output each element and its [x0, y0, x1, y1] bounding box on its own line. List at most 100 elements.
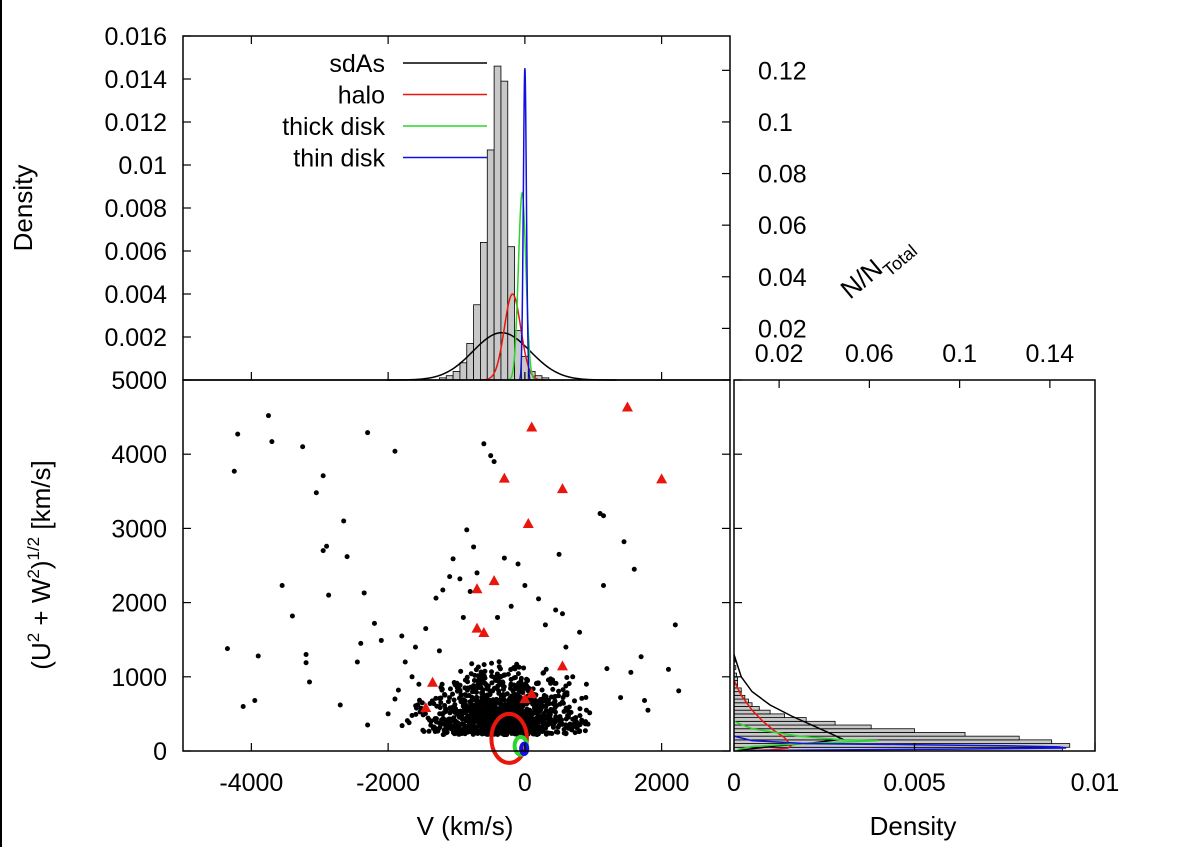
sda-point — [529, 723, 535, 729]
sda-point — [528, 715, 534, 721]
top-curve-thick-disk — [507, 191, 538, 381]
sda-point — [512, 666, 518, 672]
sda-point — [563, 731, 569, 737]
sda-point — [406, 720, 412, 726]
sda-point — [515, 720, 521, 726]
sda-point — [572, 698, 578, 704]
sda-point — [631, 566, 637, 572]
top-histogram-bars — [439, 65, 550, 381]
ellipse-halo — [489, 711, 529, 765]
sda-point — [522, 583, 528, 589]
sda-point — [495, 614, 501, 620]
sda-point — [485, 686, 491, 692]
sda-point — [450, 556, 456, 562]
sda-point — [476, 701, 482, 707]
halo-triangle — [621, 401, 633, 412]
sda-point — [471, 683, 477, 689]
sda-point — [472, 688, 478, 694]
sda-point — [499, 720, 505, 726]
sda-point — [531, 710, 537, 716]
sda-point — [415, 702, 421, 708]
sda-point — [508, 681, 514, 687]
right-top-tick-label: 0.1 — [942, 340, 977, 368]
sda-point — [482, 668, 488, 674]
sda-point — [468, 701, 474, 707]
sda-point — [289, 613, 295, 619]
sda-point — [442, 702, 448, 708]
sda-point — [464, 693, 470, 699]
sda-point — [553, 714, 559, 720]
sda-point — [399, 633, 405, 639]
legend-label-halo: halo — [338, 82, 385, 110]
sda-point — [566, 681, 572, 687]
sda-point — [482, 695, 488, 701]
sda-point — [475, 730, 481, 736]
sda-point — [471, 544, 477, 550]
legend-label-thick-disk: thick disk — [282, 113, 385, 141]
sda-point — [525, 678, 531, 684]
sda-point — [320, 473, 326, 479]
sda-point — [450, 691, 456, 697]
sda-point — [506, 718, 512, 724]
sda-point — [392, 696, 398, 702]
sda-point — [498, 694, 504, 700]
right-curve-halo — [733, 680, 793, 752]
top-y-tick-label: 0.008 — [104, 195, 167, 223]
sda-point — [300, 444, 306, 450]
top-y-tick-label: 0.016 — [104, 23, 167, 51]
scatter-y-tick-label: 1000 — [111, 664, 167, 692]
sda-point — [665, 666, 671, 672]
scatter-y-axis-title: (U2 + W2)1/2 [km/s] — [24, 460, 56, 669]
legend: sdAs halo thick disk thin disk — [282, 50, 487, 173]
sda-point — [438, 684, 444, 690]
scatter-points — [224, 401, 682, 738]
ylabel-unit: [km/s] — [26, 460, 56, 537]
scatter-y-tick-label: 0 — [153, 738, 167, 766]
sda-point — [365, 430, 371, 436]
sda-point — [479, 731, 485, 737]
sda-point — [421, 728, 427, 734]
sda-point — [493, 698, 499, 704]
sda-point — [451, 697, 457, 703]
sda-point — [518, 678, 524, 684]
sda-point — [555, 693, 561, 699]
sda-point — [642, 698, 648, 704]
sda-point — [539, 714, 545, 720]
top-hist-bar — [480, 241, 488, 381]
sda-point — [515, 671, 521, 677]
top-axis-title-n-ntotal: N/NTotal — [835, 228, 922, 309]
sda-point — [489, 673, 495, 679]
sda-point — [552, 720, 558, 726]
sda-point — [558, 718, 564, 724]
sda-point — [621, 539, 627, 545]
sda-point — [399, 723, 405, 729]
sda-point — [440, 587, 446, 593]
sda-point — [512, 691, 518, 697]
sda-point — [416, 697, 422, 703]
sda-point — [265, 413, 271, 419]
sda-point — [497, 679, 503, 685]
sda-point — [516, 700, 522, 706]
sda-point — [553, 607, 559, 613]
sda-point — [545, 677, 551, 683]
halo-triangle — [556, 483, 568, 494]
right-hist-bar — [733, 706, 760, 711]
sda-point — [423, 626, 429, 632]
right-x-tick-label: 0.005 — [883, 769, 946, 797]
sda-point — [447, 720, 453, 726]
sda-point — [560, 687, 566, 693]
sda-point — [306, 679, 312, 685]
sda-point — [475, 673, 481, 679]
sda-point — [437, 711, 443, 717]
scatter-plot-frame — [182, 379, 731, 752]
top-hist-bar — [452, 370, 461, 381]
sda-point — [447, 686, 453, 692]
sda-point — [511, 727, 517, 733]
ylabel-close: ) — [26, 560, 56, 569]
sda-point — [505, 671, 511, 677]
scatter-y-tick-label: 5000 — [111, 367, 167, 395]
sda-point — [496, 710, 502, 716]
sda-point — [587, 710, 593, 716]
sda-point — [469, 661, 475, 667]
